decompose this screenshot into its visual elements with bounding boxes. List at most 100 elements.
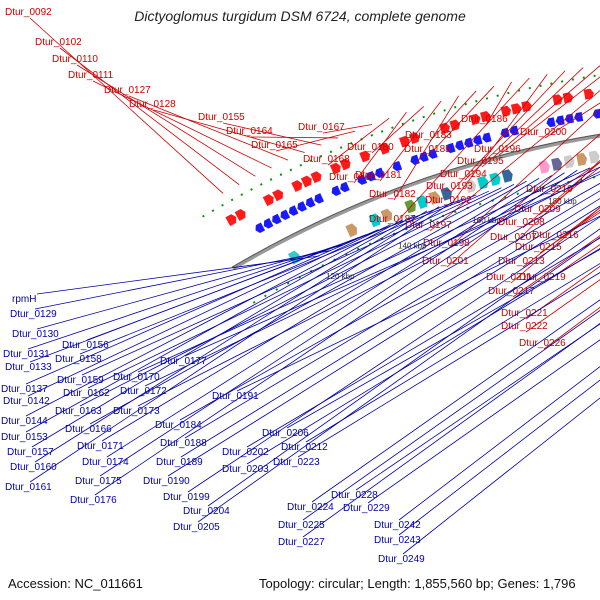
reverse-gene bbox=[305, 197, 316, 208]
forward-leader-line bbox=[322, 124, 373, 134]
reverse-leader-line bbox=[246, 247, 600, 465]
forward-gene-label: Dtur_0169 bbox=[329, 172, 376, 183]
reverse-gene-label: Dtur_0191 bbox=[212, 391, 259, 402]
forward-leader-line bbox=[525, 279, 600, 333]
reverse-gene-label: Dtur_0160 bbox=[10, 462, 57, 473]
reverse-gene-label: Dtur_0131 bbox=[3, 349, 50, 360]
reverse-gene bbox=[410, 154, 420, 165]
reverse-leader-line bbox=[197, 236, 600, 523]
forward-gene bbox=[262, 194, 274, 207]
forward-gene bbox=[310, 171, 322, 184]
reverse-leader-line bbox=[398, 379, 600, 536]
reverse-gene bbox=[555, 115, 565, 126]
forward-gene-label: Dtur_0102 bbox=[35, 37, 82, 48]
reverse-gene bbox=[546, 117, 556, 128]
reverse-gene-label: Dtur_0206 bbox=[262, 428, 309, 439]
reverse-gene-label: Dtur_0133 bbox=[5, 362, 52, 373]
cog-block bbox=[563, 155, 575, 169]
reverse-leader-line bbox=[94, 169, 578, 496]
forward-leader-line bbox=[514, 159, 600, 244]
reverse-gene-label: Dtur_0161 bbox=[5, 482, 52, 493]
map-title: Dictyoglomus turgidum DSM 6724, complete… bbox=[134, 8, 466, 24]
tick-label: 140 kbp bbox=[398, 241, 427, 250]
forward-gene-label: Dtur_0193 bbox=[426, 181, 473, 192]
reverse-leader-line bbox=[302, 309, 600, 521]
reverse-gene bbox=[314, 193, 324, 204]
tick-label: 180 kbp bbox=[548, 197, 577, 206]
reverse-gene-label: Dtur_0224 bbox=[287, 502, 334, 513]
reverse-leader-line bbox=[34, 206, 440, 463]
reverse-leader-line bbox=[101, 177, 540, 442]
forward-gene-label: Dtur_0226 bbox=[519, 338, 566, 349]
reverse-gene-label: Dtur_0173 bbox=[113, 406, 160, 417]
cog-block bbox=[501, 169, 513, 183]
reverse-gene bbox=[592, 108, 600, 119]
forward-gene-label: Dtur_0208 bbox=[498, 217, 545, 228]
reverse-gene bbox=[392, 160, 403, 172]
reverse-gene-label: Dtur_0190 bbox=[143, 476, 190, 487]
reverse-gene bbox=[464, 137, 474, 148]
forward-leader-line bbox=[446, 133, 600, 268]
reverse-gene-label: Dtur_0203 bbox=[222, 464, 269, 475]
forward-leader-line bbox=[76, 64, 256, 177]
reverse-gene-label: Dtur_0228 bbox=[331, 490, 378, 501]
reverse-gene-label: Dtur_0172 bbox=[120, 386, 167, 397]
reverse-leader-line bbox=[179, 182, 600, 421]
forward-leader-line bbox=[393, 77, 530, 226]
forward-gene-label: Dtur_0216 bbox=[532, 230, 579, 241]
reverse-gene-label: Dtur_0163 bbox=[55, 406, 102, 417]
forward-gene-label: Dtur_0209 bbox=[514, 204, 561, 215]
reverse-gene bbox=[255, 222, 266, 234]
reverse-gene bbox=[272, 213, 282, 225]
forward-leader-line bbox=[59, 47, 240, 186]
forward-gene-label: Dtur_0210 bbox=[526, 184, 573, 195]
reverse-gene bbox=[375, 167, 385, 178]
cog-block bbox=[476, 175, 489, 190]
reverse-gene-label: Dtur_0202 bbox=[222, 447, 269, 458]
forward-gene-label: Dtur_0186 bbox=[461, 114, 508, 125]
reverse-gene-label: Dtur_0156 bbox=[62, 340, 109, 351]
forward-gene-label: Dtur_0180 bbox=[347, 142, 394, 153]
forward-leader-line bbox=[222, 122, 322, 146]
forward-gene-label: Dtur_0127 bbox=[104, 85, 151, 96]
reverse-gene-label: Dtur_0137 bbox=[1, 384, 48, 395]
forward-leader-line bbox=[525, 265, 600, 320]
reverse-gene-label: Dtur_0130 bbox=[12, 329, 59, 340]
cog-block bbox=[538, 160, 550, 174]
reverse-leader-line bbox=[236, 215, 600, 392]
backbone-edge bbox=[232, 133, 600, 268]
reverse-leader-line bbox=[137, 167, 591, 373]
reverse-leader-line bbox=[25, 219, 403, 417]
forward-gene-label: Dtur_0128 bbox=[129, 99, 176, 110]
reverse-gene bbox=[482, 132, 492, 143]
reverse-leader-line bbox=[302, 322, 600, 538]
reverse-leader-line bbox=[355, 323, 600, 491]
reverse-leader-line bbox=[89, 180, 527, 425]
forward-gene-label: Dtur_0185 bbox=[404, 144, 451, 155]
reverse-gene-label: Dtur_0188 bbox=[160, 438, 207, 449]
reverse-leader-line bbox=[31, 210, 428, 448]
backbone-ring bbox=[232, 133, 600, 271]
forward-gene bbox=[583, 88, 594, 100]
reverse-leader-line bbox=[402, 397, 600, 555]
reverse-gene-label: Dtur_0205 bbox=[173, 522, 220, 533]
forward-leader-line bbox=[327, 117, 390, 166]
forward-leader-line bbox=[128, 95, 289, 161]
reverse-gene-label: Dtur_0142 bbox=[3, 396, 50, 407]
reverse-gene-label: Dtur_0229 bbox=[343, 503, 390, 514]
forward-leader-line bbox=[275, 130, 356, 152]
reverse-gene bbox=[473, 134, 483, 146]
cog-block bbox=[440, 187, 452, 201]
reverse-gene bbox=[509, 125, 519, 136]
tick-label: 160 kbp bbox=[472, 216, 501, 225]
forward-leader-line bbox=[447, 108, 600, 250]
reverse-leader-line bbox=[25, 229, 379, 385]
cog-block bbox=[404, 199, 416, 214]
forward-gene bbox=[359, 150, 371, 163]
genome-stats: Topology: circular; Length: 1,855,560 bp… bbox=[259, 576, 576, 591]
forward-leader-line bbox=[250, 136, 339, 139]
reverse-leader-line bbox=[34, 250, 332, 310]
forward-leader-line bbox=[464, 67, 584, 181]
reverse-leader-line bbox=[297, 272, 600, 458]
reverse-leader-line bbox=[367, 339, 600, 504]
